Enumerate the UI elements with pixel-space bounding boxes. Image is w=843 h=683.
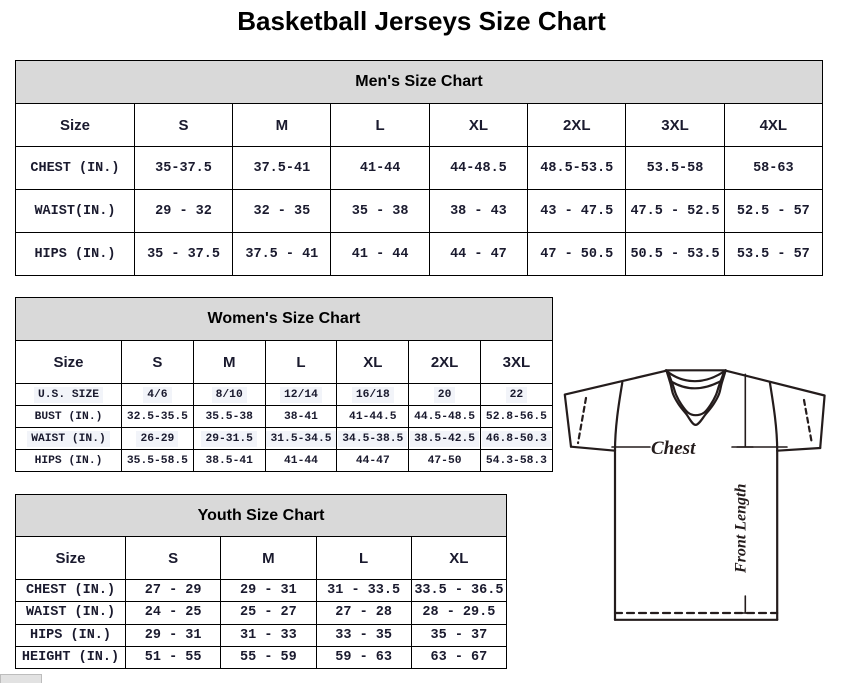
svg-text:Front Length: Front Length bbox=[732, 484, 749, 574]
svg-text:Chest: Chest bbox=[651, 438, 696, 459]
